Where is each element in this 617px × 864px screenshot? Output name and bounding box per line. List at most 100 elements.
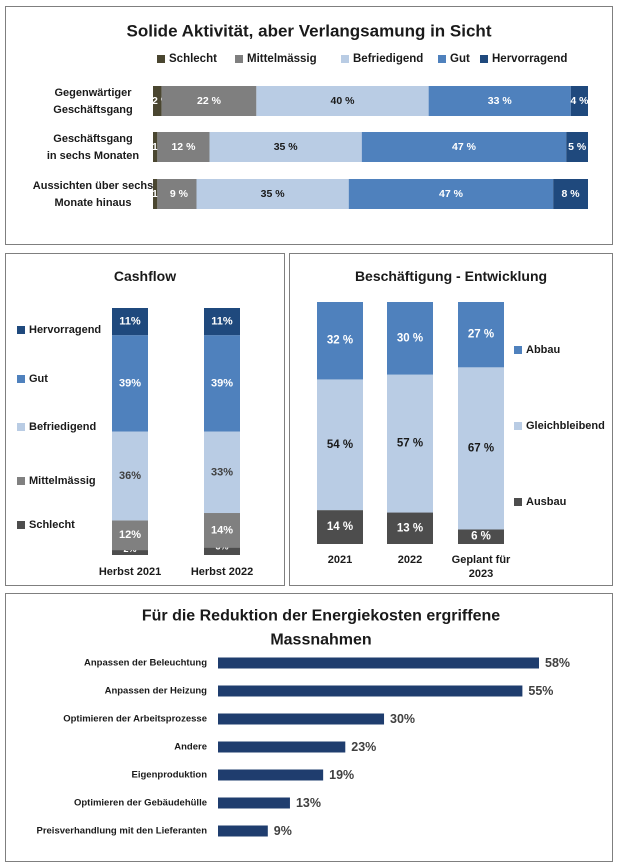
bar [218, 685, 523, 697]
x-tick-label: 2022 [398, 554, 422, 566]
legend-label: Hervorragend [29, 324, 101, 336]
legend-swatch [17, 423, 25, 431]
data-label: 39% [119, 377, 141, 389]
bar-segment [387, 512, 433, 544]
chart-activity: Solide Aktivität, aber Verlangsamung in … [33, 22, 589, 209]
legend-label: Gut [29, 373, 48, 385]
category-label: Geschäftsgang [53, 133, 132, 145]
bar-segment [204, 431, 240, 514]
bar-segment [317, 379, 363, 511]
bar-segment [387, 374, 433, 513]
legend-swatch [235, 55, 243, 63]
data-label: 35 % [274, 141, 299, 153]
bar-segment [458, 367, 504, 530]
data-label: 30 % [397, 332, 423, 344]
data-label: 30% [390, 712, 415, 726]
data-label: 33% [211, 466, 233, 478]
x-tick-label: 2023 [469, 568, 493, 580]
data-label: 4 % [570, 95, 589, 107]
data-label: 9 % [170, 188, 189, 200]
bar-segment [428, 86, 571, 116]
bar [218, 657, 539, 669]
category-label: Preisverhandlung mit den Lieferanten [36, 826, 207, 837]
bar-segment [112, 550, 148, 555]
legend-swatch [17, 375, 25, 383]
data-label: 32 % [327, 335, 353, 347]
x-tick-label: Herbst 2021 [99, 566, 161, 578]
data-label: 13% [296, 796, 321, 810]
data-label: 33 % [488, 95, 513, 107]
bar-segment [112, 308, 148, 336]
bar-segment [209, 132, 362, 162]
category-label: Aussichten über sechs [33, 180, 153, 192]
bar [218, 797, 290, 809]
bar-segment [112, 335, 148, 432]
bar-segment [153, 132, 158, 162]
bar-segment [566, 132, 588, 162]
legend-label: Ausbau [526, 496, 566, 508]
legend-swatch [17, 521, 25, 529]
category-label: Eigenproduktion [132, 770, 208, 781]
chart-panel-cashflow: Cashflow Schlecht Mittelmässig Befriedigend… [5, 253, 285, 586]
chart-title: Massnahmen [270, 632, 371, 649]
legend-label: Befriedigend [29, 421, 96, 433]
bar-segment [256, 86, 429, 116]
bar [218, 741, 346, 753]
legend-label: Schlecht [29, 519, 75, 531]
data-label: 55% [528, 684, 553, 698]
legend-label: Befriedigend [353, 53, 423, 65]
data-label: 8 % [562, 188, 581, 200]
bar-segment [317, 510, 363, 544]
category-label: Andere [174, 742, 207, 753]
chart-title: Cashflow [114, 268, 176, 284]
bar-segment [204, 513, 240, 548]
legend-swatch [17, 477, 25, 485]
legend-label: Gut [450, 53, 470, 65]
data-label: 47 % [452, 141, 477, 153]
data-label: 12 % [171, 141, 196, 153]
chart-cashflow: Cashflow Schlecht Mittelmässig Befriedigend… [17, 268, 253, 578]
data-label: 47 % [439, 188, 464, 200]
data-label: 54 % [327, 439, 353, 451]
data-label: 11% [211, 316, 233, 328]
bar-segment [458, 529, 504, 544]
data-label: 6 % [471, 531, 491, 543]
bar-segment [570, 86, 588, 116]
chart-panel-employment: Beschäftigung - Entwicklung Ausbau Gleichb… [289, 253, 613, 586]
legend-swatch [480, 55, 488, 63]
legend-swatch [341, 55, 349, 63]
data-label: 5 % [568, 141, 587, 153]
category-label: Anpassen der Heizung [105, 686, 208, 697]
bar-segment [348, 179, 554, 209]
data-label: 57 % [397, 438, 423, 450]
data-label: 22 % [197, 95, 222, 107]
legend-label: Gleichbleibend [526, 420, 605, 432]
data-label: 14 % [327, 521, 353, 533]
x-tick-label: 2021 [328, 554, 352, 566]
bar-segment [161, 86, 257, 116]
category-label: Anpassen der Beleuchtung [84, 658, 207, 669]
bar-segment [387, 302, 433, 375]
bar-segment [553, 179, 588, 209]
legend-swatch [514, 346, 522, 354]
legend-swatch [17, 326, 25, 334]
chart-title: Für die Reduktion der Energiekosten ergr… [142, 608, 500, 625]
bar-segment [204, 335, 240, 432]
bar-segment [153, 179, 158, 209]
bar-segment [458, 302, 504, 368]
bar-segment [157, 179, 197, 209]
category-label: Monate hinaus [54, 197, 131, 209]
chart-panel-energy-measures: Für die Reduktion der Energiekosten ergr… [5, 593, 613, 862]
data-label: 40 % [331, 95, 356, 107]
category-label: Optimieren der Gebäudehülle [74, 798, 207, 809]
bar-segment [153, 86, 162, 116]
data-label: 39% [211, 377, 233, 389]
data-label: 11% [119, 316, 141, 328]
category-label: Gegenwärtiger [54, 87, 132, 99]
bar-segment [204, 308, 240, 336]
data-label: 12% [119, 529, 141, 541]
chart-energy-measures: Für die Reduktion der Energiekosten ergr… [36, 608, 570, 839]
bar-segment [204, 547, 240, 555]
data-label: 9% [274, 824, 292, 838]
legend-label: Hervorragend [492, 53, 567, 65]
